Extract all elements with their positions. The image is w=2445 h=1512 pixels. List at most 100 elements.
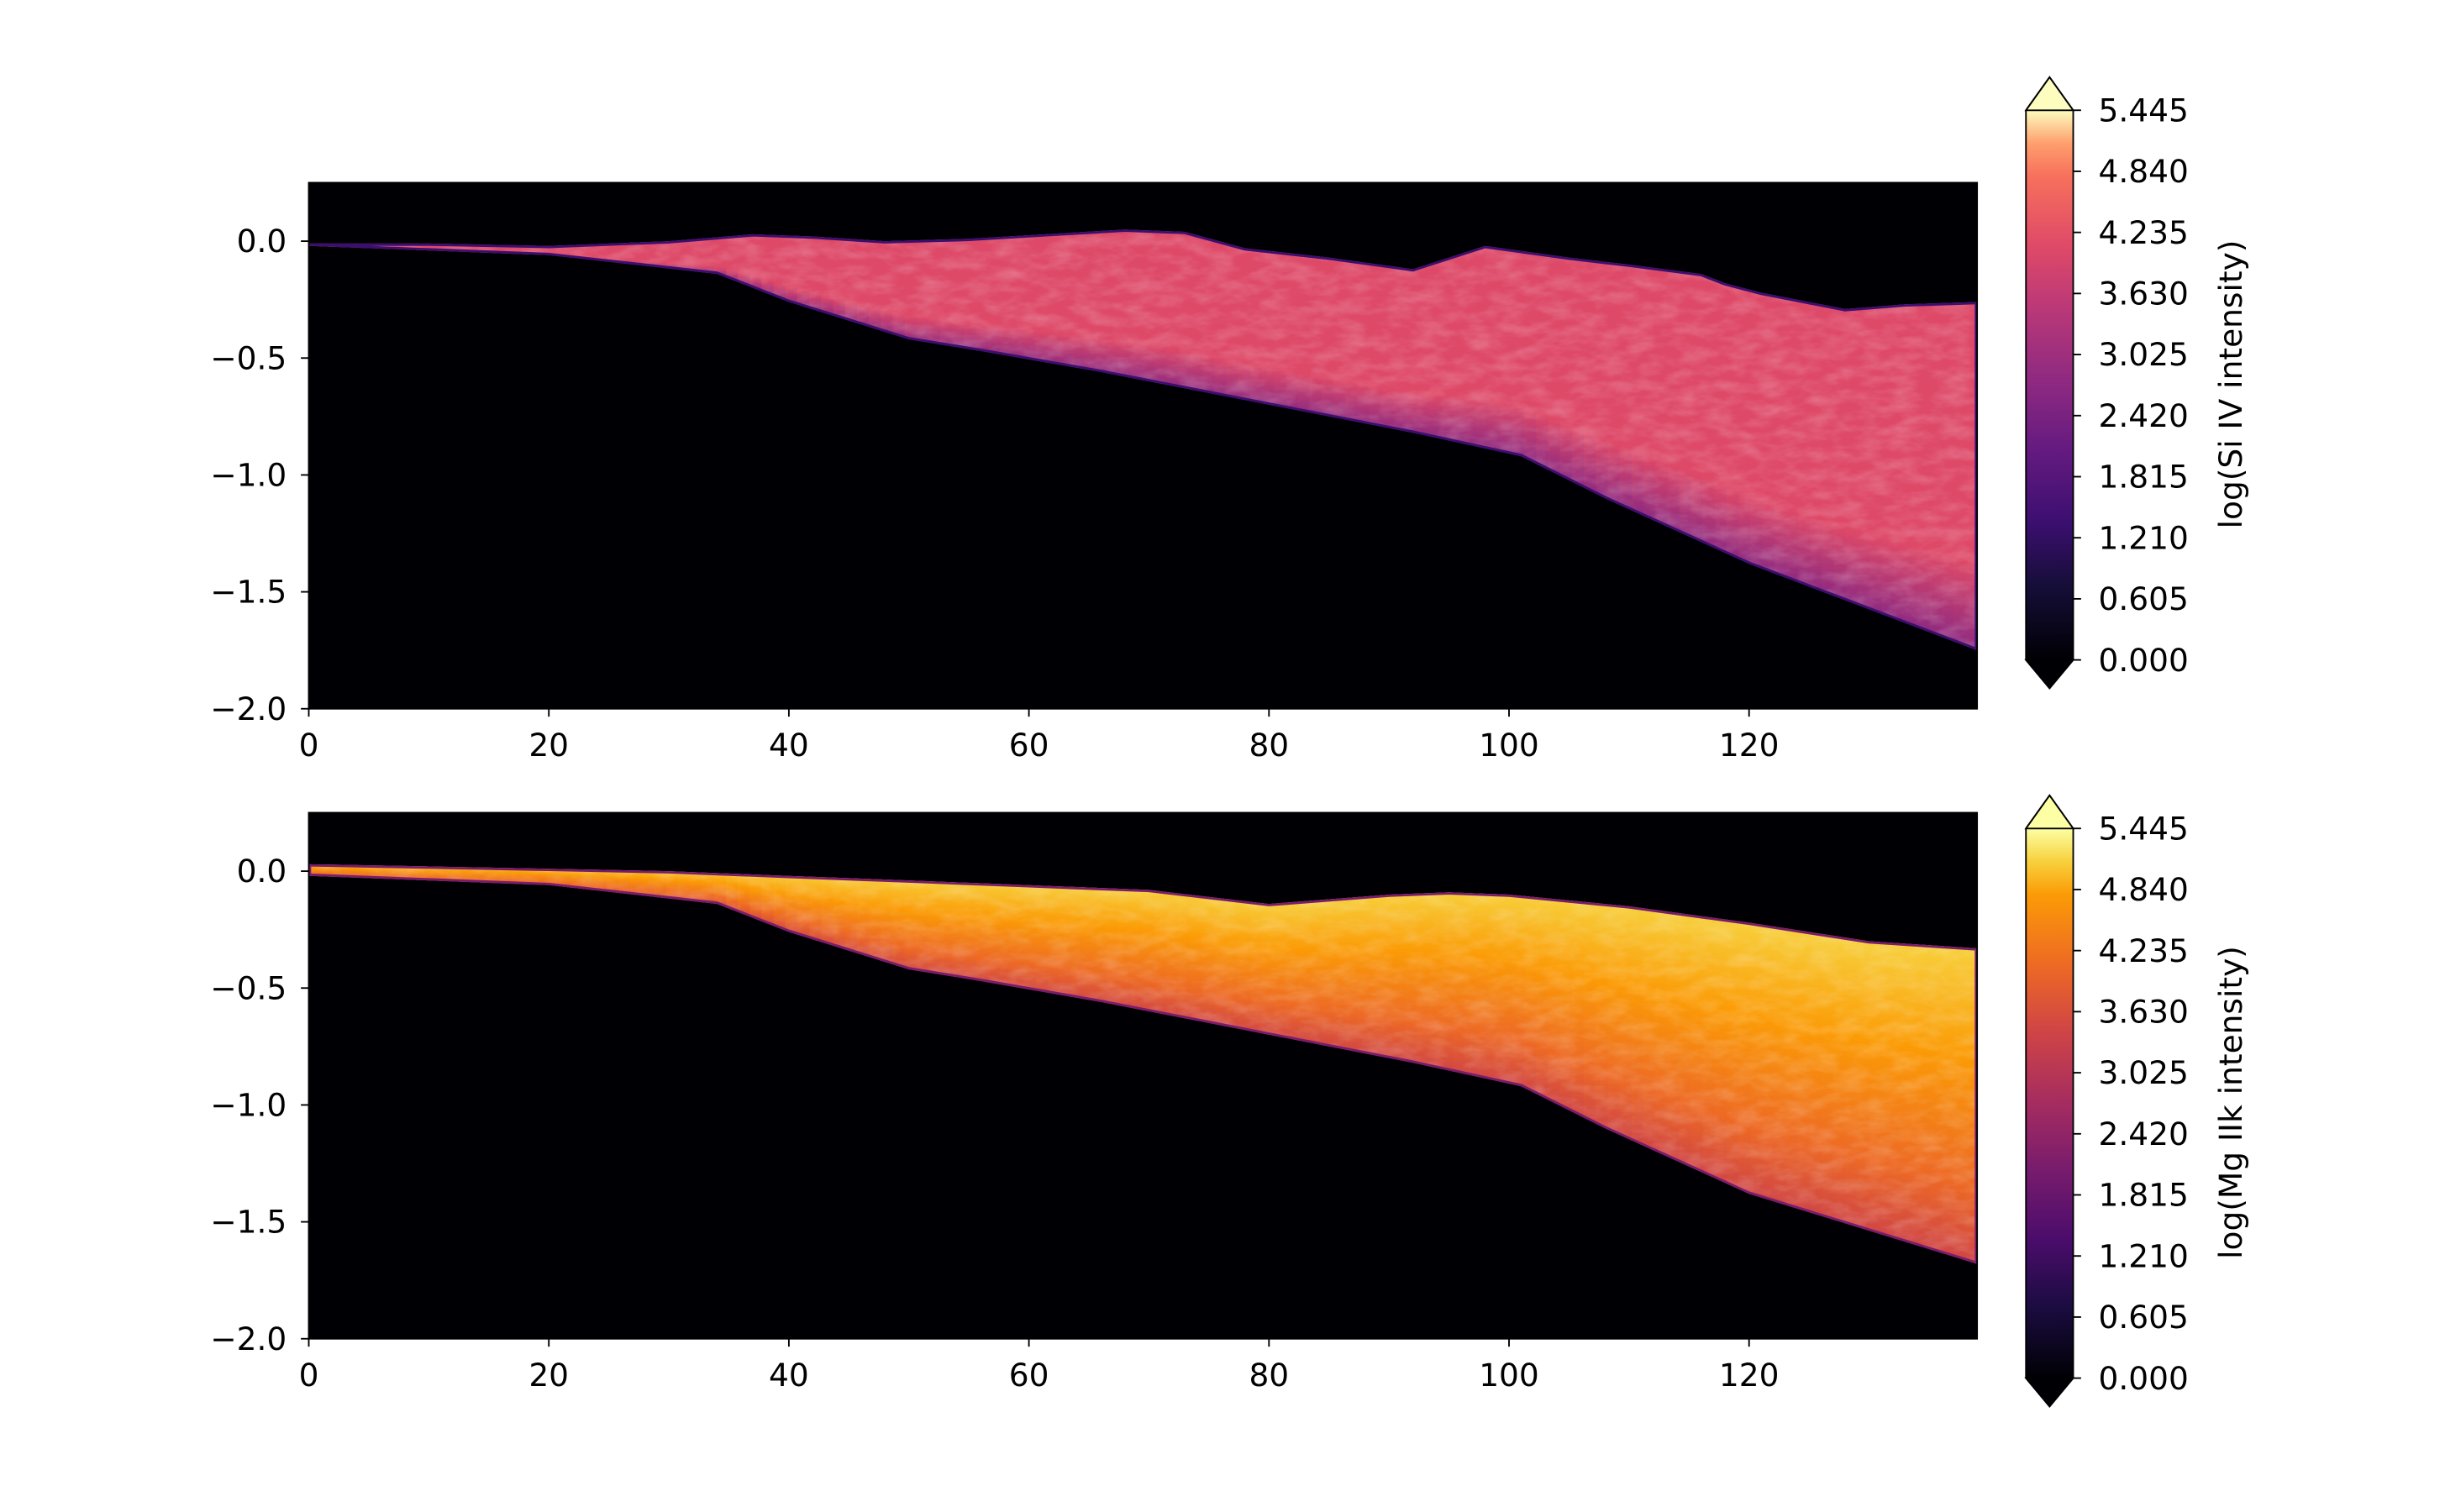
colorbar-tick: 3.025	[2073, 1054, 2189, 1091]
y-tick: −1.5	[210, 1204, 309, 1241]
colorbar-tick: 1.815	[2073, 459, 2189, 496]
y-tick-label: −0.5	[210, 339, 287, 376]
mg-iik-x-axis: 0 20 40 60 80 100 120	[299, 1338, 1780, 1394]
colorbar-tick-label: 5.445	[2099, 92, 2189, 129]
y-tick-label: −1.5	[210, 574, 287, 611]
si-iv-x-axis: 0 20 40 60 80 100 120	[299, 708, 1780, 764]
colorbar-tick: 5.445	[2073, 92, 2189, 129]
y-tick-label: −2.0	[210, 690, 287, 727]
x-tick: 80	[1249, 708, 1289, 764]
colorbar-gradient	[2026, 828, 2074, 1378]
colorbar-tick: 1.815	[2073, 1177, 2189, 1214]
colorbar-tick-label: 3.025	[2099, 336, 2189, 373]
colorbar-tick-label: 3.630	[2099, 276, 2189, 312]
x-tick: 120	[1719, 1338, 1780, 1394]
colorbar-tick-label: 2.420	[2099, 1116, 2189, 1152]
y-tick: 0.0	[237, 223, 309, 260]
colorbar-tick: 3.025	[2073, 336, 2189, 373]
x-tick: 20	[528, 708, 569, 764]
colorbar-tick-label: 4.235	[2099, 932, 2189, 969]
mg-iik-panel: 0 20 40 60 80 100 120 0.0 −0.5 −1.0 −1.5…	[210, 794, 2249, 1408]
colorbar-tick-label: 0.605	[2099, 1299, 2189, 1336]
y-tick-label: −0.5	[210, 969, 287, 1006]
colorbar-tick: 4.235	[2073, 932, 2189, 969]
x-tick-label: 0	[299, 727, 319, 764]
x-tick-label: 60	[1009, 727, 1049, 764]
colorbar-tick-label: 0.000	[2099, 1360, 2189, 1397]
colorbar-tick-label: 1.815	[2099, 459, 2189, 496]
colorbar-tick-label: 2.420	[2099, 397, 2189, 434]
colorbar-tick: 1.210	[2073, 519, 2189, 556]
y-tick-label: −2.0	[210, 1320, 287, 1357]
y-tick-label: 0.0	[237, 223, 287, 260]
colorbar-tick: 2.420	[2073, 1116, 2189, 1152]
x-tick-label: 100	[1479, 1357, 1539, 1394]
colorbar-tick: 0.000	[2073, 1360, 2189, 1397]
y-tick: −2.0	[210, 1320, 309, 1357]
y-tick: 0.0	[237, 853, 309, 890]
x-tick-label: 20	[528, 1357, 569, 1394]
y-tick: −1.5	[210, 574, 309, 611]
y-tick: −2.0	[210, 690, 309, 727]
colorbar-gradient	[2026, 110, 2074, 660]
colorbar-tick-label: 4.840	[2099, 153, 2189, 190]
colorbar-tick: 3.630	[2073, 276, 2189, 312]
x-tick-label: 40	[769, 1357, 809, 1394]
x-tick: 60	[1009, 708, 1049, 764]
x-tick: 100	[1479, 708, 1539, 764]
y-tick: −1.0	[210, 1087, 309, 1124]
colorbar-tick-label: 5.445	[2099, 810, 2189, 847]
colorbar-tick: 0.605	[2073, 580, 2189, 617]
colorbar-tick-label: 3.630	[2099, 994, 2189, 1031]
x-tick-label: 120	[1719, 1357, 1780, 1394]
y-tick-label: 0.0	[237, 853, 287, 890]
colorbar-tick-label: 1.210	[2099, 519, 2189, 556]
y-tick: −0.5	[210, 339, 309, 376]
x-tick-label: 120	[1719, 727, 1780, 764]
mg-iik-colorbar: 0.000 0.605 1.210 1.815 2.420 3.025 3.63…	[2024, 794, 2249, 1408]
colorbar-tick-label: 3.025	[2099, 1054, 2189, 1091]
colorbar-extend-min	[2024, 659, 2075, 690]
y-tick-label: −1.0	[210, 457, 287, 494]
colorbar-label: log(Si IV intensity)	[2212, 240, 2249, 529]
x-tick-label: 20	[528, 727, 569, 764]
x-tick: 20	[528, 1338, 569, 1394]
colorbar-tick: 0.605	[2073, 1299, 2189, 1336]
x-tick-label: 100	[1479, 727, 1539, 764]
si-iv-panel: 0 20 40 60 80 100 120 0.0 −0.5 −1.0 −1.5…	[210, 76, 2249, 764]
colorbar-tick-label: 1.815	[2099, 1177, 2189, 1214]
colorbar-label: log(Mg IIk intensity)	[2212, 946, 2249, 1259]
colorbar-tick-label: 0.000	[2099, 642, 2189, 679]
y-tick-label: −1.5	[210, 1204, 287, 1241]
colorbar-tick: 5.445	[2073, 810, 2189, 847]
x-tick-label: 80	[1249, 727, 1289, 764]
colorbar-tick-label: 4.235	[2099, 214, 2189, 251]
colorbar-extend-max	[2024, 794, 2075, 830]
si-iv-colorbar: 0.000 0.605 1.210 1.815 2.420 3.025 3.63…	[2024, 76, 2249, 690]
colorbar-extend-min	[2024, 1377, 2075, 1408]
x-tick: 0	[299, 1338, 318, 1394]
mg-iik-y-axis: 0.0 −0.5 −1.0 −1.5 −2.0	[210, 853, 309, 1357]
x-tick: 120	[1719, 708, 1780, 764]
x-tick: 40	[769, 1338, 809, 1394]
x-tick-label: 60	[1009, 1357, 1049, 1394]
y-tick: −0.5	[210, 969, 309, 1006]
y-tick: −1.0	[210, 457, 309, 494]
colorbar-tick: 4.840	[2073, 153, 2189, 190]
x-tick: 0	[299, 708, 319, 764]
y-tick-label: −1.0	[210, 1087, 287, 1124]
colorbar-tick: 2.420	[2073, 397, 2189, 434]
colorbar-tick: 0.000	[2073, 642, 2189, 679]
si-iv-plot-frame	[308, 181, 1979, 710]
x-tick-label: 40	[769, 727, 809, 764]
colorbar-tick: 1.210	[2073, 1237, 2189, 1274]
x-tick: 60	[1009, 1338, 1049, 1394]
colorbar-tick-label: 4.840	[2099, 871, 2189, 908]
colorbar-tick: 4.840	[2073, 871, 2189, 908]
x-tick-label: 80	[1249, 1357, 1289, 1394]
colorbar-tick-label: 1.210	[2099, 1237, 2189, 1274]
intensity-edge	[308, 864, 1978, 1264]
si-iv-y-axis: 0.0 −0.5 −1.0 −1.5 −2.0	[210, 223, 309, 727]
mg-iik-plot-frame	[308, 811, 1979, 1340]
